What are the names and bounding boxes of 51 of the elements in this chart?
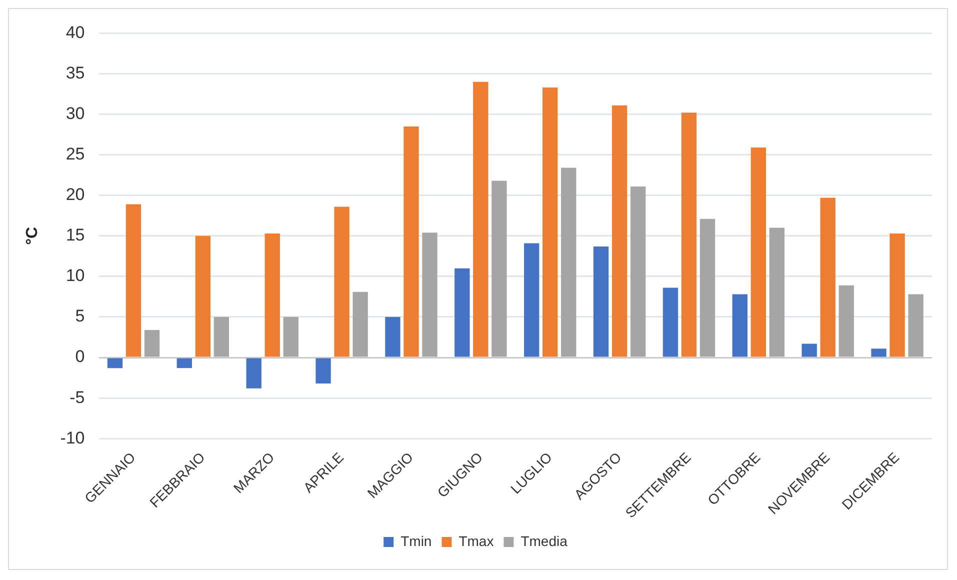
bar bbox=[214, 316, 230, 357]
bar bbox=[630, 186, 646, 357]
bar bbox=[681, 112, 697, 357]
y-tick-label: 40 bbox=[66, 22, 85, 42]
y-tick-label: -5 bbox=[70, 388, 85, 407]
bar bbox=[593, 246, 609, 357]
bar bbox=[352, 292, 368, 357]
bar bbox=[107, 358, 123, 368]
bar bbox=[195, 236, 211, 357]
y-tick-label: 20 bbox=[66, 185, 85, 204]
bar bbox=[561, 168, 576, 357]
bar bbox=[334, 206, 350, 357]
bar bbox=[283, 316, 298, 357]
bar bbox=[662, 288, 678, 357]
y-tick-label: -10 bbox=[60, 428, 85, 448]
legend-label: Tmax bbox=[458, 532, 494, 549]
y-tick-label: 25 bbox=[66, 144, 85, 164]
y-tick-label: 30 bbox=[66, 104, 85, 123]
bar bbox=[264, 233, 280, 357]
y-axis-title: °C bbox=[24, 226, 42, 245]
bar bbox=[492, 180, 507, 357]
bar bbox=[524, 243, 540, 357]
y-tick-label: 10 bbox=[66, 266, 85, 286]
bar bbox=[769, 228, 785, 357]
bar bbox=[732, 294, 748, 357]
legend-label: Tmedia bbox=[520, 532, 568, 549]
bar bbox=[890, 233, 905, 357]
y-tick-label: 15 bbox=[66, 226, 85, 245]
bar bbox=[802, 344, 817, 357]
bar bbox=[144, 330, 160, 357]
bar bbox=[838, 285, 854, 357]
bar bbox=[316, 358, 331, 384]
bar bbox=[404, 126, 419, 357]
bar bbox=[246, 358, 262, 388]
bar bbox=[454, 268, 470, 357]
bar bbox=[126, 204, 142, 357]
bar bbox=[700, 218, 716, 357]
y-tick-label: 5 bbox=[75, 306, 85, 326]
bar bbox=[820, 198, 836, 357]
bar bbox=[176, 358, 192, 368]
bar bbox=[542, 88, 558, 357]
bar bbox=[750, 148, 766, 357]
y-tick-label: 0 bbox=[75, 347, 85, 366]
bar bbox=[385, 316, 400, 357]
bar bbox=[612, 105, 628, 357]
bar bbox=[473, 82, 488, 357]
legend-label: Tmin bbox=[400, 532, 432, 549]
bar bbox=[871, 348, 886, 357]
bar bbox=[908, 294, 924, 357]
y-tick-label: 35 bbox=[66, 63, 85, 82]
bar bbox=[422, 232, 438, 357]
